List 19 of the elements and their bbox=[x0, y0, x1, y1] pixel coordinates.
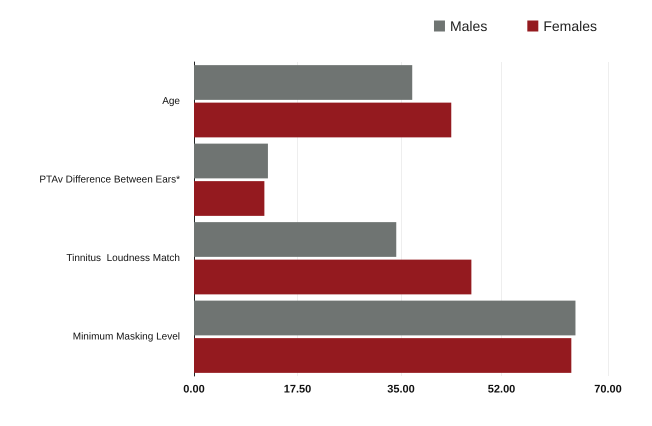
bar bbox=[194, 144, 268, 178]
x-tick-label: 17.50 bbox=[284, 384, 312, 396]
y-tick-label: Minimum Masking Level bbox=[72, 331, 180, 342]
bar bbox=[194, 65, 412, 100]
bar bbox=[194, 338, 572, 373]
x-tick-label: 35.00 bbox=[387, 384, 415, 396]
legend-label: Females bbox=[543, 18, 598, 34]
x-tick-label: 70.00 bbox=[594, 384, 622, 396]
y-tick-label: Age bbox=[162, 96, 180, 107]
bar bbox=[194, 181, 264, 216]
y-tick-label: PTAv Difference Between Ears* bbox=[39, 174, 180, 186]
bar bbox=[194, 222, 396, 257]
y-tick-label: Tinnitus Loudness Match bbox=[66, 252, 180, 264]
bar bbox=[194, 300, 576, 336]
x-tick-label: 0.00 bbox=[183, 384, 205, 396]
bar bbox=[194, 260, 472, 294]
x-tick-label: 52.00 bbox=[488, 384, 516, 396]
legend-label: Males bbox=[450, 18, 488, 34]
bar bbox=[194, 102, 452, 138]
